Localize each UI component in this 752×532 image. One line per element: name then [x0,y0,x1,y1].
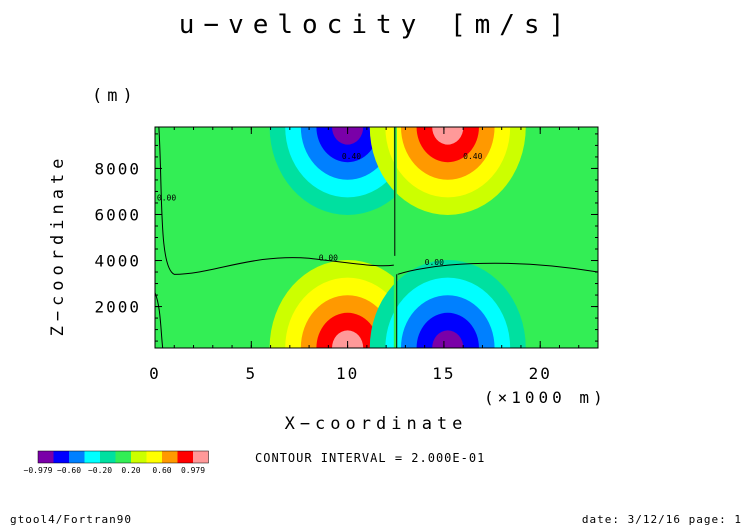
y-tick-label: 4000 [94,252,141,271]
y-tick-label: 2000 [94,298,141,317]
x-tick-label: 20 [529,364,552,383]
contour-labels: 0.40 0.40 0.00 0.00 0.00 [157,152,483,267]
contour-value-label: 0.40 [342,152,361,161]
contour-fills [269,127,526,348]
legend-label: 0.979 [181,466,205,475]
contour-value-label: 0.00 [425,258,444,267]
legend-swatch [53,451,69,463]
chart-title: u−velocity [m/s] [178,10,574,40]
legend-swatch [115,451,131,463]
legend-swatch [131,451,147,463]
legend-swatch [162,451,178,463]
legend-label: −0.20 [88,466,112,475]
contour-value-label: 0.00 [157,194,176,203]
legend-label: −0.979 [24,466,53,475]
x-axis-unit: (×1000 m) [484,388,607,407]
y-tick-label: 8000 [94,159,141,178]
axis-ticks: 0 5 10 15 20 2000 4000 6000 8000 [94,127,599,383]
contour-lines [155,127,598,348]
x-axis-label: X−coordinate [284,414,468,434]
contour-band [332,330,364,348]
legend-swatch [177,451,193,463]
legend-swatch [193,451,209,463]
zero-contour-line [397,262,598,275]
footer-program: gtool4/Fortran90 [10,513,132,526]
legend-swatch [100,451,116,463]
contour-band [332,127,364,145]
edge-contour-line [155,292,164,348]
legend-frame [37,450,209,464]
legend-label: 0.20 [121,466,140,475]
zero-contour-line [158,127,394,275]
legend-label: −0.60 [57,466,81,475]
legend-label: 0.60 [152,466,171,475]
legend-swatch [38,451,54,463]
color-legend: −0.979 −0.60 −0.20 0.20 0.60 0.979 [24,450,209,475]
x-tick-label: 10 [336,364,359,383]
plot-area [154,126,599,349]
y-tick-label: 6000 [94,205,141,224]
legend-swatch [146,451,162,463]
contour-value-label: 0.00 [319,254,338,263]
contour-band [432,127,464,145]
contour-interval: CONTOUR INTERVAL = 2.000E-01 [255,451,486,465]
legend-swatch [84,451,100,463]
x-tick-label: 5 [245,364,257,383]
footer-date: date: 3/12/16 page: 1 [581,513,742,526]
x-tick-label: 15 [432,364,455,383]
contour-value-label: 0.40 [463,152,482,161]
y-axis-unit: (m) [92,86,138,106]
legend-swatch [69,451,85,463]
x-tick-label: 0 [149,364,161,383]
contour-band [393,127,397,348]
contour-band [432,330,464,348]
